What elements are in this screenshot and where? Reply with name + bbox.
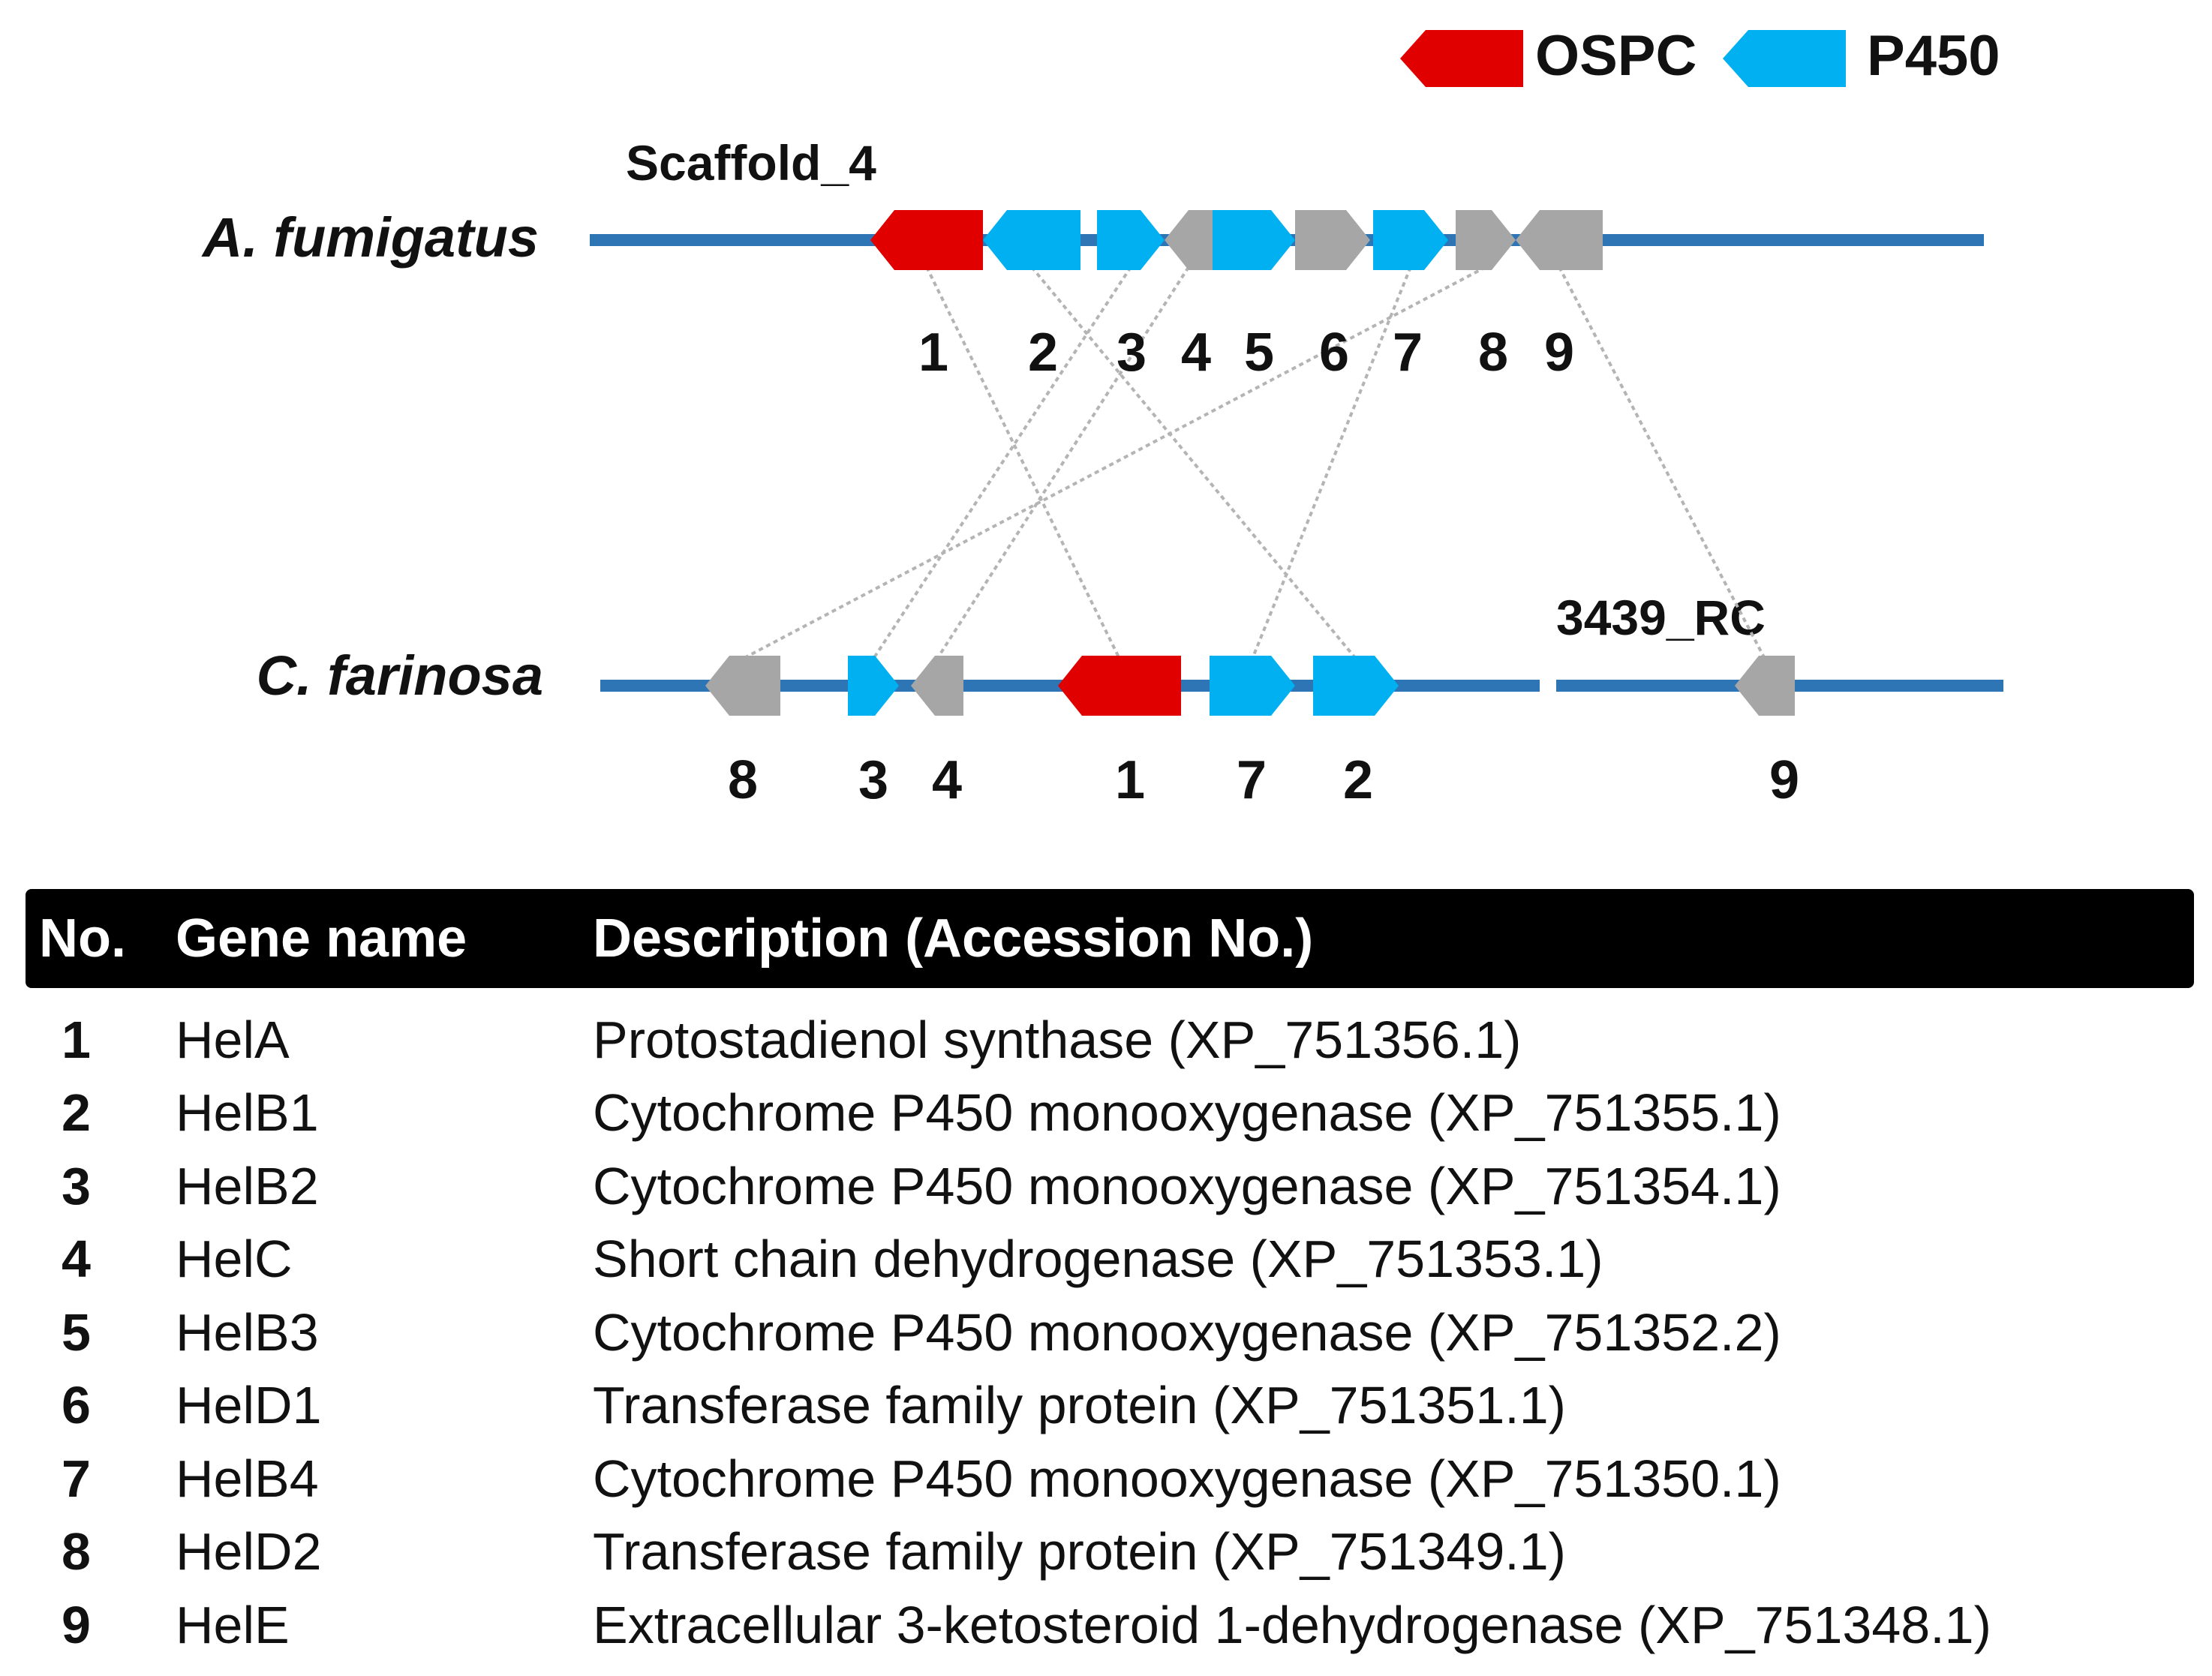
homology-links (742, 266, 1766, 660)
top-gene-arrow-1 (870, 210, 983, 270)
table-row: 7 HelB4 Cytochrome P450 monooxygenase (XP_… (26, 1442, 2194, 1515)
bottom-gene-arrow-3 (848, 656, 899, 716)
top-gene-arrow-9 (1516, 210, 1603, 270)
homology-link-4 (936, 266, 1190, 660)
bottom-organism-label: C. farinosa (257, 644, 543, 707)
legend-ospc-arrow (1400, 30, 1523, 87)
row-description: Cytochrome P450 monooxygenase (XP_751352… (593, 1302, 1781, 1362)
bottom-gene-number: 8 (728, 750, 758, 810)
header-description: Description (Accession No.) (593, 909, 1314, 969)
row-number: 4 (62, 1230, 91, 1289)
table-body: 1 HelA Protostadienol synthase (XP_751356.… (26, 988, 2194, 1662)
row-description: Extracellular 3-ketosteroid 1-dehydrogen… (593, 1595, 1991, 1654)
homology-link-3 (872, 266, 1132, 660)
row-description: Cytochrome P450 monooxygenase (XP_751350… (593, 1449, 1781, 1508)
header-gene-name: Gene name (176, 909, 467, 969)
bottom-gene-arrow-7 (1210, 656, 1295, 716)
bottom-gene-number: 2 (1343, 750, 1373, 810)
bottom-gene-number: 9 (1769, 750, 1799, 810)
row-description: Short chain dehydrogenase (XP_751353.1) (593, 1230, 1603, 1289)
chromosomes (590, 234, 2003, 692)
top-gene-number: 1 (918, 323, 948, 383)
top-gene-arrow-6 (1295, 210, 1370, 270)
homology-link-1 (925, 266, 1121, 659)
synteny-diagram: OSPC P450 Scaffold_4 A. fumigatus 3439_R… (201, 24, 2003, 810)
row-gene-name: HelA (176, 1010, 290, 1069)
row-number: 8 (62, 1522, 91, 1581)
top-gene-arrow-7 (1373, 210, 1448, 270)
table-row: 5 HelB3 Cytochrome P450 monooxygenase (XP_… (26, 1296, 2194, 1369)
row-number: 5 (62, 1302, 91, 1362)
top-scaffold-label: Scaffold_4 (626, 135, 876, 191)
row-gene-name: HelB3 (176, 1302, 319, 1362)
bottom-scaffold-label: 3439_RC (1556, 590, 1766, 645)
bottom-gene-number: 1 (1115, 750, 1145, 810)
row-description: Cytochrome P450 monooxygenase (XP_751355… (593, 1083, 1781, 1143)
table-row: 3 HelB2 Cytochrome P450 monooxygenase (XP_… (26, 1149, 2194, 1223)
row-gene-name: HelB2 (176, 1156, 319, 1215)
row-gene-name: HelD2 (176, 1522, 322, 1581)
top-gene-arrow-3 (1097, 210, 1165, 270)
homology-link-8 (742, 266, 1486, 660)
row-description: Transferase family protein (XP_751349.1) (593, 1522, 1566, 1581)
bottom-gene-arrow-4 (911, 656, 963, 716)
top-gene-arrow-2 (983, 210, 1080, 270)
row-number: 2 (62, 1083, 91, 1143)
legend-ospc-label: OSPC (1535, 24, 1697, 88)
table-row: 1 HelA Protostadienol synthase (XP_751356.… (26, 1003, 2194, 1077)
bottom-gene-arrow-1 (1058, 656, 1181, 716)
table-header: No. Gene name Description (Accession No.… (26, 889, 2194, 988)
homology-link-7 (1251, 266, 1412, 659)
top-gene-number: 9 (1544, 323, 1574, 383)
top-gene-arrow-8 (1456, 210, 1516, 270)
table-row: 2 HelB1 Cytochrome P450 monooxygenase (XP_… (26, 1077, 2194, 1150)
top-gene-number: 6 (1319, 323, 1349, 383)
legend-p450-label: P450 (1867, 24, 2000, 88)
top-gene-number: 2 (1028, 323, 1058, 383)
bottom-gene-arrow-2 (1313, 656, 1399, 716)
bottom-gene-arrows (705, 656, 1795, 716)
bottom-gene-number: 4 (932, 750, 962, 810)
table-row: 6 HelD1 Transferase family protein (XP_751… (26, 1369, 2194, 1443)
header-no: No. (39, 909, 126, 969)
row-gene-name: HelC (176, 1230, 293, 1289)
row-gene-name: HelB1 (176, 1083, 319, 1143)
top-gene-number: 4 (1181, 323, 1211, 383)
bottom-gene-number: 3 (858, 750, 888, 810)
row-number: 6 (62, 1376, 91, 1435)
row-description: Protostadienol synthase (XP_751356.1) (593, 1010, 1522, 1069)
row-gene-name: HelD1 (176, 1376, 322, 1435)
top-gene-number: 5 (1244, 323, 1274, 383)
row-description: Transferase family protein (XP_751351.1) (593, 1376, 1566, 1435)
top-gene-arrow-5 (1213, 210, 1295, 270)
gene-table: No. Gene name Description (Accession No.… (26, 889, 2194, 1662)
row-gene-name: HelB4 (176, 1449, 319, 1508)
top-gene-number: 8 (1478, 323, 1508, 383)
bottom-gene-number: 7 (1237, 750, 1267, 810)
legend: OSPC P450 (1400, 24, 2000, 88)
homology-link-2 (1030, 266, 1357, 660)
top-gene-number: 7 (1393, 323, 1423, 383)
table-row: 8 HelD2 Transferase family protein (XP_751… (26, 1515, 2194, 1589)
top-gene-number: 3 (1117, 323, 1147, 383)
bottom-gene-arrow-9 (1735, 656, 1795, 716)
row-gene-name: HelE (176, 1595, 290, 1654)
row-description: Cytochrome P450 monooxygenase (XP_751354… (593, 1156, 1781, 1215)
table-row: 4 HelC Short chain dehydrogenase (XP_75135… (26, 1223, 2194, 1296)
top-gene-arrow-4 (1165, 210, 1213, 270)
table-row: 9 HelE Extracellular 3-ketosteroid 1-dehyd… (26, 1588, 2194, 1662)
row-number: 3 (62, 1156, 91, 1215)
top-organism-label: A. fumigatus (201, 206, 539, 269)
row-number: 9 (62, 1595, 91, 1654)
legend-p450-arrow (1723, 30, 1846, 87)
row-number: 1 (62, 1010, 91, 1069)
top-gene-arrows (870, 210, 1603, 270)
row-number: 7 (62, 1449, 91, 1508)
bottom-gene-arrow-8 (705, 656, 780, 716)
